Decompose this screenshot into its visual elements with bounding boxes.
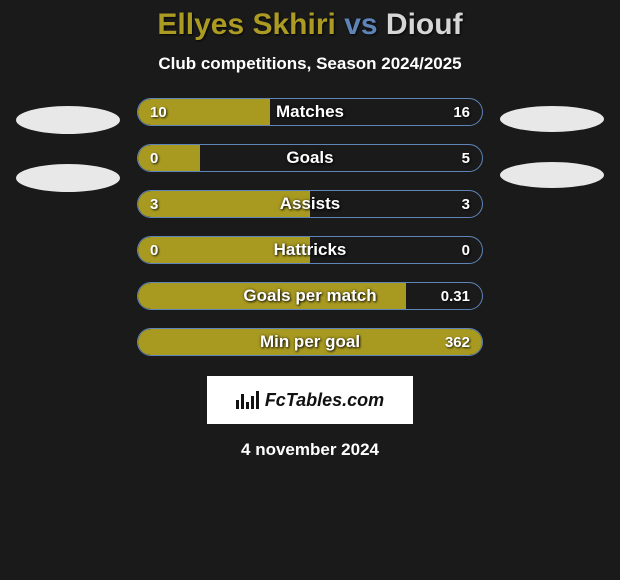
subtitle: Club competitions, Season 2024/2025 [158,54,461,74]
right-side-col [497,98,607,188]
stat-right-value: 3 [462,191,470,217]
avatar-placeholder [500,106,604,132]
stat-bar-assists: Assists3 3 [137,190,483,218]
stat-label: Goals [138,145,482,171]
brand-text: FcTables.com [265,390,384,411]
stat-label: Assists [138,191,482,217]
stat-label: Goals per match [138,283,482,309]
stat-label: Hattricks [138,237,482,263]
stat-right-value: 5 [462,145,470,171]
brand-badge: FcTables.com [207,376,413,424]
stat-bar-min-per-goal: Min per goal362 [137,328,483,356]
stat-bar-goals-per-match: Goals per match0.31 [137,282,483,310]
team-placeholder [500,162,604,188]
stat-label: Matches [138,99,482,125]
page-title: Ellyes Skhiri vs Diouf [157,8,462,42]
player1-name: Ellyes Skhiri [157,8,335,41]
team-placeholder [16,164,120,192]
stat-bar-matches: Matches10 16 [137,98,483,126]
snapshot-date: 4 november 2024 [241,440,379,460]
left-side-col [13,98,123,192]
stat-right-value: 0.31 [441,283,470,309]
comparison-panel: Ellyes Skhiri vs Diouf Club competitions… [0,0,620,580]
vs-text: vs [344,8,377,41]
stat-left-value: 0 [150,145,158,171]
content-row: Matches1016Goals05Assists33Hattricks00Go… [0,98,620,356]
player2-name: Diouf [386,8,463,41]
stat-bar-goals: Goals0 5 [137,144,483,172]
chart-icon [236,391,259,409]
stat-right-value: 0 [462,237,470,263]
stat-right-value: 16 [453,99,470,125]
avatar-placeholder [16,106,120,134]
stat-left-value: 10 [150,99,167,125]
stat-left-value: 3 [150,191,158,217]
stat-right-value: 362 [445,329,470,355]
stat-bars: Matches1016Goals05Assists33Hattricks00Go… [137,98,483,356]
stat-bar-hattricks: Hattricks0 0 [137,236,483,264]
stat-left-value: 0 [150,237,158,263]
stat-label: Min per goal [138,329,482,355]
